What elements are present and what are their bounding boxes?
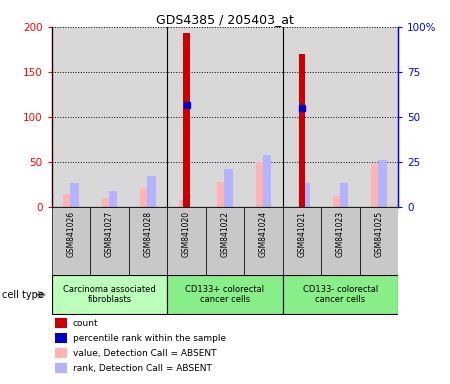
Text: GSM841026: GSM841026 bbox=[67, 211, 76, 257]
Bar bbox=[102, 198, 110, 207]
Bar bbox=[70, 183, 78, 207]
Bar bbox=[333, 195, 341, 207]
Bar bbox=[55, 348, 68, 358]
Bar bbox=[321, 207, 360, 275]
Bar bbox=[148, 176, 156, 207]
Bar bbox=[129, 207, 167, 275]
Bar bbox=[55, 333, 68, 343]
Bar bbox=[167, 275, 283, 314]
Text: GSM841023: GSM841023 bbox=[336, 211, 345, 257]
Bar bbox=[302, 183, 310, 207]
Text: GSM841027: GSM841027 bbox=[105, 211, 114, 257]
Text: rank, Detection Call = ABSENT: rank, Detection Call = ABSENT bbox=[72, 364, 212, 373]
Bar bbox=[360, 207, 398, 275]
Bar bbox=[52, 275, 167, 314]
Bar bbox=[263, 155, 271, 207]
Text: CD133- colorectal
cancer cells: CD133- colorectal cancer cells bbox=[303, 285, 378, 305]
Bar bbox=[256, 162, 264, 207]
Bar bbox=[90, 207, 129, 275]
Bar bbox=[183, 33, 190, 207]
Text: GSM841028: GSM841028 bbox=[144, 211, 153, 257]
Bar bbox=[167, 207, 206, 275]
Bar bbox=[340, 183, 348, 207]
Bar bbox=[217, 182, 225, 207]
Bar bbox=[225, 169, 233, 207]
Bar bbox=[372, 164, 380, 207]
Text: GSM841025: GSM841025 bbox=[374, 211, 383, 257]
Bar bbox=[283, 207, 321, 275]
Bar bbox=[63, 194, 72, 207]
Text: Carcinoma associated
fibroblasts: Carcinoma associated fibroblasts bbox=[63, 285, 156, 305]
Text: cell type: cell type bbox=[2, 290, 44, 300]
Bar bbox=[55, 363, 68, 372]
Bar bbox=[206, 207, 244, 275]
Text: GSM841020: GSM841020 bbox=[182, 211, 191, 257]
Text: GSM841022: GSM841022 bbox=[220, 211, 230, 257]
Bar bbox=[140, 187, 148, 207]
Bar bbox=[298, 54, 306, 207]
Text: percentile rank within the sample: percentile rank within the sample bbox=[72, 334, 225, 343]
Bar bbox=[244, 207, 283, 275]
Bar bbox=[378, 161, 387, 207]
Bar bbox=[52, 207, 90, 275]
Bar bbox=[179, 200, 187, 207]
Text: GSM841024: GSM841024 bbox=[259, 211, 268, 257]
Bar bbox=[109, 191, 117, 207]
Bar bbox=[283, 275, 398, 314]
Text: CD133+ colorectal
cancer cells: CD133+ colorectal cancer cells bbox=[185, 285, 265, 305]
Bar bbox=[55, 318, 68, 328]
Text: GSM841021: GSM841021 bbox=[297, 211, 306, 257]
Title: GDS4385 / 205403_at: GDS4385 / 205403_at bbox=[156, 13, 294, 26]
Text: count: count bbox=[72, 319, 98, 328]
Text: value, Detection Call = ABSENT: value, Detection Call = ABSENT bbox=[72, 349, 216, 358]
